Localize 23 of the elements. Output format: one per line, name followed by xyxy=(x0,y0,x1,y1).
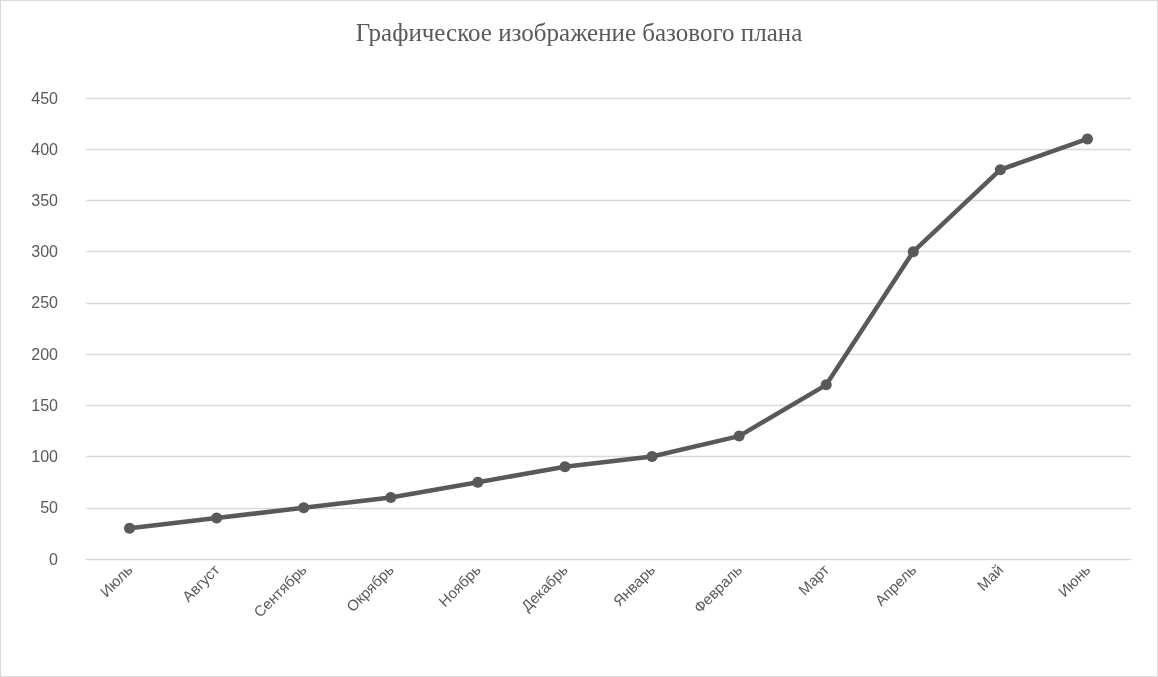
y-tick-label: 400 xyxy=(31,140,59,158)
chart-title: Графическое изображение базового плана xyxy=(355,19,803,46)
point xyxy=(211,512,223,524)
point xyxy=(994,164,1006,176)
y-tick-label: 0 xyxy=(49,550,59,568)
y-tick-label: 150 xyxy=(31,396,59,414)
y-tick-label: 200 xyxy=(31,345,59,363)
point xyxy=(820,379,832,391)
point xyxy=(907,246,919,258)
y-tick-label: 300 xyxy=(31,243,59,261)
point xyxy=(1081,133,1093,145)
y-tick-label: 50 xyxy=(40,499,59,517)
y-tick-label: 100 xyxy=(31,448,59,466)
point xyxy=(298,502,310,514)
point xyxy=(559,461,571,473)
point xyxy=(124,522,136,534)
point xyxy=(646,451,658,463)
y-tick-label: 250 xyxy=(31,294,59,312)
point xyxy=(385,492,397,504)
point xyxy=(472,476,484,488)
y-tick-label: 450 xyxy=(31,89,59,107)
point xyxy=(733,430,745,442)
y-tick-label: 350 xyxy=(31,191,59,209)
